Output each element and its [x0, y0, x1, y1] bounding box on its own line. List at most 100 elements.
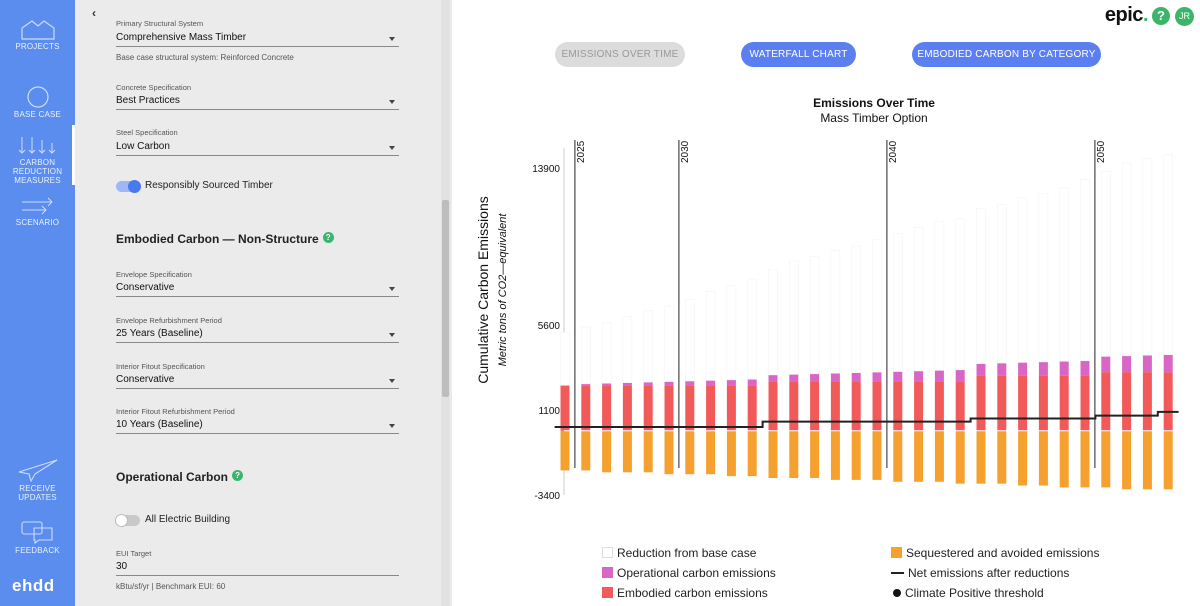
helper-text: Base case structural system: Reinforced … [116, 53, 294, 62]
nav-receive-updates[interactable]: RECEIVE UPDATES [0, 458, 75, 502]
nav-feedback[interactable]: FEEDBACK [0, 520, 75, 555]
bar-sequestered [810, 430, 820, 478]
bar-sequestered [934, 430, 944, 482]
concrete-select[interactable]: Best Practices [116, 92, 399, 110]
bar-operational [1080, 360, 1090, 376]
field-label: Interior Fitout Refurbishment Period [116, 407, 235, 416]
ehdd-logo: ehdd [12, 576, 55, 595]
bar-reduction [1101, 170, 1111, 357]
bar-embodied [997, 375, 1007, 431]
bar-embodied [914, 381, 924, 431]
bar-operational [1059, 361, 1069, 376]
bar-reduction [830, 250, 841, 374]
bar-embodied [685, 385, 695, 431]
legend-swatch [891, 547, 902, 558]
bar-embodied [872, 381, 882, 431]
bar-sequestered [914, 430, 924, 482]
eui-input[interactable]: 30 [116, 558, 399, 576]
bar-sequestered [893, 430, 903, 482]
bar-embodied [664, 385, 674, 431]
bar-embodied [810, 381, 820, 431]
help-icon[interactable]: ? [232, 470, 244, 481]
bar-reduction [622, 316, 633, 383]
primary-structural-select[interactable]: Comprehensive Mass Timber [116, 29, 399, 47]
nav-label: BASE CASE [13, 110, 62, 119]
electric-toggle[interactable] [115, 514, 140, 527]
y-axis-sublabel: Metric tons of CO2—equivalent [497, 213, 509, 367]
bar-sequestered [851, 430, 861, 480]
help-icon[interactable]: ? [1152, 7, 1170, 25]
bar-reduction [955, 218, 965, 371]
year-marker-label: 2025 [576, 140, 587, 163]
envelope-refurb-select[interactable]: 25 Years (Baseline) [116, 325, 399, 343]
toggle-label: Responsibly Sourced Timber [145, 180, 273, 191]
steel-select[interactable]: Low Carbon [116, 138, 399, 156]
bar-sequestered [997, 430, 1007, 484]
field-label: Interior Fitout Specification [116, 362, 205, 371]
nav-projects[interactable]: PROJECTS [0, 18, 75, 51]
bar-embodied [1080, 375, 1090, 431]
legend-embodied: Embodied carbon emissions [602, 586, 768, 600]
tab-embodied-carbon-by-category[interactable]: EMBODIED CARBON BY CATEGORY [912, 42, 1101, 67]
help-icon[interactable]: ? [322, 232, 334, 243]
tab-waterfall-chart[interactable]: WATERFALL CHART [741, 42, 856, 67]
y-tick-label: 1100 [538, 406, 560, 417]
bar-sequestered [685, 430, 695, 475]
tab-emissions-over-time[interactable]: EMISSIONS OVER TIME [555, 42, 685, 67]
chart-subtitle: Mass Timber Option [820, 111, 927, 125]
bar-reduction [851, 245, 861, 373]
legend-swatch [602, 567, 613, 578]
collapse-panel-button[interactable]: ‹ [87, 6, 101, 22]
y-tick-label: 5600 [538, 321, 561, 332]
bar-embodied [747, 385, 757, 431]
interior-select[interactable]: Conservative [116, 371, 399, 389]
bar-operational [789, 374, 799, 382]
bar-operational [726, 379, 736, 386]
nav-scenario[interactable]: SCENARIO [0, 196, 75, 227]
nav-carbon-reduction[interactable]: CARBON REDUCTION MEASURES [0, 136, 75, 185]
bar-embodied [1142, 372, 1152, 431]
bar-operational [997, 363, 1007, 376]
bar-sequestered [976, 430, 986, 484]
envelope-select[interactable]: Conservative [116, 279, 399, 297]
bar-embodied [581, 385, 591, 431]
timber-toggle[interactable] [116, 180, 141, 193]
bar-operational [1018, 362, 1028, 376]
bar-reduction [872, 239, 882, 373]
net-emissions-line [554, 410, 1179, 428]
bar-embodied [1018, 375, 1028, 431]
nav-active-indicator [72, 125, 75, 185]
bar-reduction [809, 256, 820, 375]
bar-embodied [1059, 375, 1069, 431]
field-label: Concrete Specification [116, 83, 192, 92]
input-value: 30 [116, 561, 128, 572]
bar-operational [706, 380, 716, 386]
bar-reduction [601, 322, 612, 384]
user-avatar[interactable]: JR [1175, 7, 1194, 26]
interior-refurb-select[interactable]: 10 Years (Baseline) [116, 416, 399, 434]
section-title: Embodied Carbon — Non-Structure [116, 232, 319, 246]
legend-label: Operational carbon emissions [617, 566, 776, 580]
arrows-down-icon [18, 137, 55, 154]
bar-sequestered [622, 430, 632, 473]
bar-embodied [789, 381, 799, 431]
bar-operational [1122, 355, 1132, 373]
legend-operational: Operational carbon emissions [602, 566, 776, 580]
caret-down-icon [389, 333, 395, 337]
scrollbar-thumb[interactable] [442, 200, 449, 397]
y-axis-label: Cumulative Carbon Emissions [475, 196, 491, 384]
bar-reduction [1017, 197, 1028, 363]
bar-sequestered [1080, 430, 1090, 488]
bar-sequestered [560, 430, 570, 471]
bar-reduction [1038, 193, 1049, 363]
form-scrollbar[interactable] [441, 0, 450, 606]
bar-reduction [1059, 187, 1069, 362]
legend-label: Reduction from base case [617, 546, 757, 560]
select-value: 25 Years (Baseline) [116, 328, 203, 339]
bar-reduction [789, 260, 799, 375]
bar-embodied [1163, 372, 1173, 431]
bar-sequestered [1018, 430, 1028, 486]
bar-operational [830, 373, 840, 382]
nav-base-case[interactable]: BASE CASE [0, 86, 75, 119]
bar-reduction [664, 305, 674, 382]
